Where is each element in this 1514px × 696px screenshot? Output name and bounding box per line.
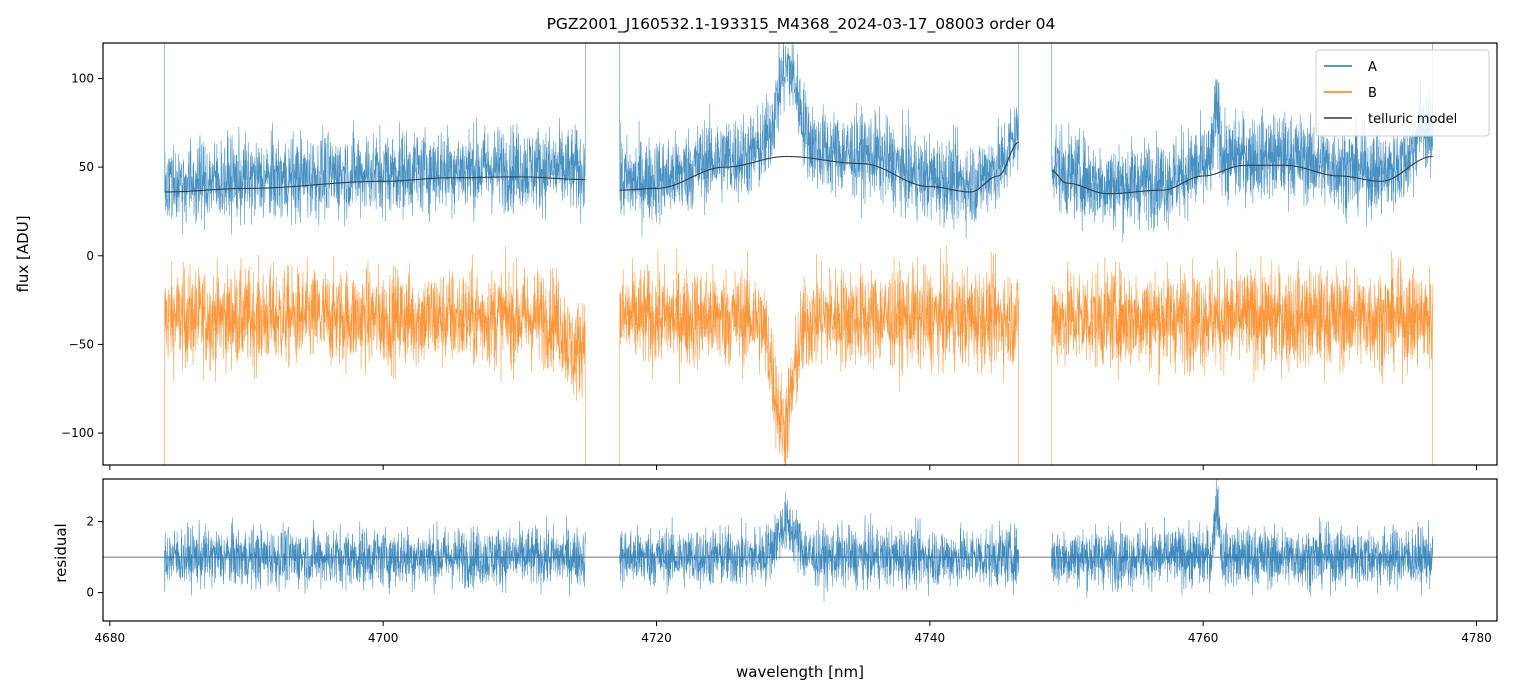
legend-label-b: B — [1368, 86, 1377, 101]
telluric-model-segment-3 — [1051, 155, 1433, 195]
x-axis-label: wavelength [nm] — [736, 663, 864, 681]
residual-panel: 20 4680 4700 4720 4740 4760 4780 residual wav… — [52, 478, 1498, 681]
residual-segment-3 — [1051, 479, 1434, 598]
series-a-segment-3 — [1051, 43, 1433, 243]
flux-y-ticks: 100 50 0 −50 −100 — [61, 71, 103, 440]
residual-y-axis-label: residual — [52, 523, 70, 582]
telluric-model-segment-2 — [619, 141, 1019, 193]
flux-axes-frame — [102, 42, 1498, 466]
legend-label-telluric: telluric model — [1368, 112, 1457, 127]
series-a-segment-1 — [164, 43, 586, 235]
residual-x-tick-label: 4700 — [368, 631, 399, 645]
residual-x-tick-label: 4720 — [641, 631, 672, 645]
flux-y-tick-label: 100 — [71, 71, 94, 85]
series-b-segment-3 — [1051, 251, 1433, 465]
residual-x-tick-label: 4760 — [1188, 631, 1219, 645]
residual-segment-2 — [619, 492, 1019, 602]
residual-x-tick-label: 4780 — [1461, 631, 1492, 645]
residual-x-tick-label: 4680 — [95, 631, 126, 645]
flux-x-ticks — [109, 465, 1477, 470]
telluric-model-segment-1 — [164, 176, 586, 193]
series-b-segment-2 — [619, 244, 1019, 465]
series-residual — [164, 479, 1434, 602]
residual-axes-frame — [102, 478, 1498, 622]
series-b — [164, 244, 1433, 465]
flux-y-tick-label: 50 — [79, 160, 94, 174]
legend: A B telluric model — [1315, 49, 1490, 137]
flux-plot-area — [164, 43, 1433, 465]
residual-y-tick-label: 2 — [86, 515, 94, 529]
series-a — [164, 43, 1433, 243]
legend-frame — [1315, 49, 1490, 137]
flux-y-tick-label: −50 — [69, 337, 94, 351]
residual-y-tick-label: 0 — [86, 586, 94, 600]
residual-x-tick-label: 4740 — [915, 631, 946, 645]
flux-y-tick-label: 0 — [86, 249, 94, 263]
series-telluric-model — [164, 141, 1433, 195]
residual-plot-area — [103, 479, 1497, 602]
legend-label-a: A — [1368, 60, 1377, 75]
series-b-segment-1 — [164, 246, 586, 465]
chart-title: PGZ2001_J160532.1-193315_M4368_2024-03-1… — [547, 15, 1056, 34]
residual-y-ticks: 20 — [86, 515, 103, 600]
residual-x-ticks: 4680 4700 4720 4740 4760 4780 — [95, 621, 1492, 645]
residual-segment-1 — [164, 515, 586, 597]
series-a-segment-2 — [619, 43, 1019, 239]
flux-y-tick-label: −100 — [61, 426, 94, 440]
flux-y-axis-label: flux [ADU] — [14, 215, 32, 292]
flux-panel: 100 50 0 −50 −100 flux [ADU] — [14, 42, 1498, 470]
